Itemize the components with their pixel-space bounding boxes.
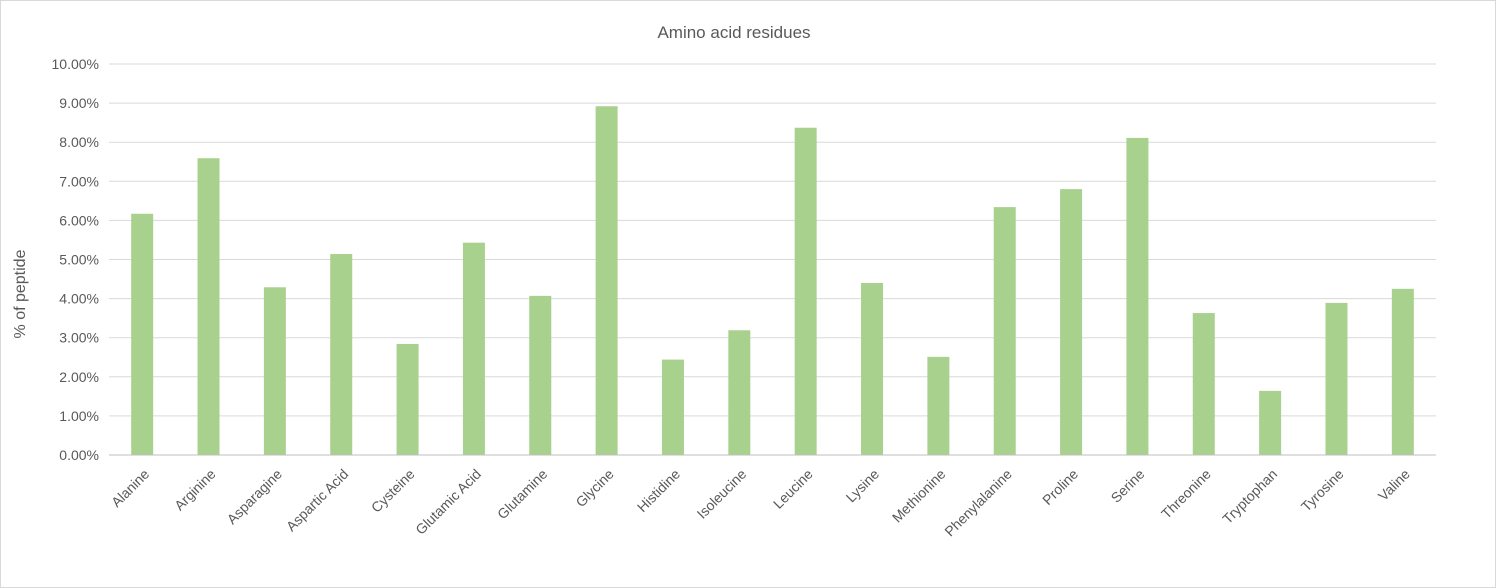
bar <box>1325 302 1348 455</box>
bar <box>462 242 485 455</box>
y-tick-label: 6.00% <box>59 212 99 228</box>
chart-title: Amino acid residues <box>657 23 810 42</box>
bar <box>927 356 950 455</box>
y-tick-label: 4.00% <box>59 291 99 307</box>
y-tick-label: 9.00% <box>59 95 99 111</box>
bar <box>1192 313 1215 455</box>
bar <box>728 330 751 455</box>
x-tick-label: Glycine <box>572 466 616 510</box>
x-tick-label: Glutamic Acid <box>412 466 484 538</box>
x-tick-label: Arginine <box>171 466 219 514</box>
bar <box>197 158 220 455</box>
bar <box>661 359 684 455</box>
bar <box>330 254 353 455</box>
y-tick-label: 0.00% <box>59 447 99 463</box>
x-tick-label: Serine <box>1108 466 1148 506</box>
x-tick-label: Phenylalanine <box>941 466 1015 540</box>
y-tick-labels: 0.00% 1.00% 2.00% 3.00% 4.00% 5.00% 6.00% 7.00%… <box>52 56 99 463</box>
bar <box>1060 189 1083 455</box>
y-tick-label: 5.00% <box>59 252 99 268</box>
x-tick-label: Aspartic Acid <box>283 466 352 535</box>
bar <box>263 287 286 455</box>
x-tick-label: Tyrosine <box>1298 466 1347 515</box>
x-tick-label: Alanine <box>108 466 152 510</box>
bar <box>595 106 618 455</box>
bar <box>1391 288 1414 455</box>
x-tick-label: Leucine <box>770 466 816 512</box>
y-tick-label: 7.00% <box>59 173 99 189</box>
bar <box>1259 390 1282 455</box>
x-tick-label: Asparagine <box>224 466 286 528</box>
bar <box>993 207 1016 455</box>
y-tick-label: 1.00% <box>59 408 99 424</box>
y-tick-label: 3.00% <box>59 330 99 346</box>
x-tick-label: Glutamine <box>494 466 551 523</box>
x-tick-label: Histidine <box>634 466 683 515</box>
x-tick-label: Lysine <box>843 466 883 506</box>
gridlines <box>109 63 1436 417</box>
x-tick-label: Proline <box>1039 466 1081 508</box>
x-tick-label: Tryptophan <box>1219 466 1280 527</box>
x-tick-label: Valine <box>1375 466 1413 504</box>
bar <box>861 282 884 455</box>
y-tick-label: 10.00% <box>52 56 99 72</box>
x-tick-label: Threonine <box>1158 466 1214 522</box>
bar <box>529 295 552 455</box>
bar <box>1126 137 1149 456</box>
y-tick-label: 2.00% <box>59 369 99 385</box>
bar <box>794 127 817 455</box>
x-tick-label: Isoleucine <box>694 466 750 522</box>
bar <box>131 213 154 455</box>
y-axis-label: % of peptide <box>12 249 29 338</box>
x-tick-label: Cysteine <box>368 466 418 516</box>
bars <box>131 106 1414 456</box>
bar <box>396 343 419 455</box>
y-tick-label: 8.00% <box>59 134 99 150</box>
x-tick-label: Methionine <box>889 466 949 526</box>
